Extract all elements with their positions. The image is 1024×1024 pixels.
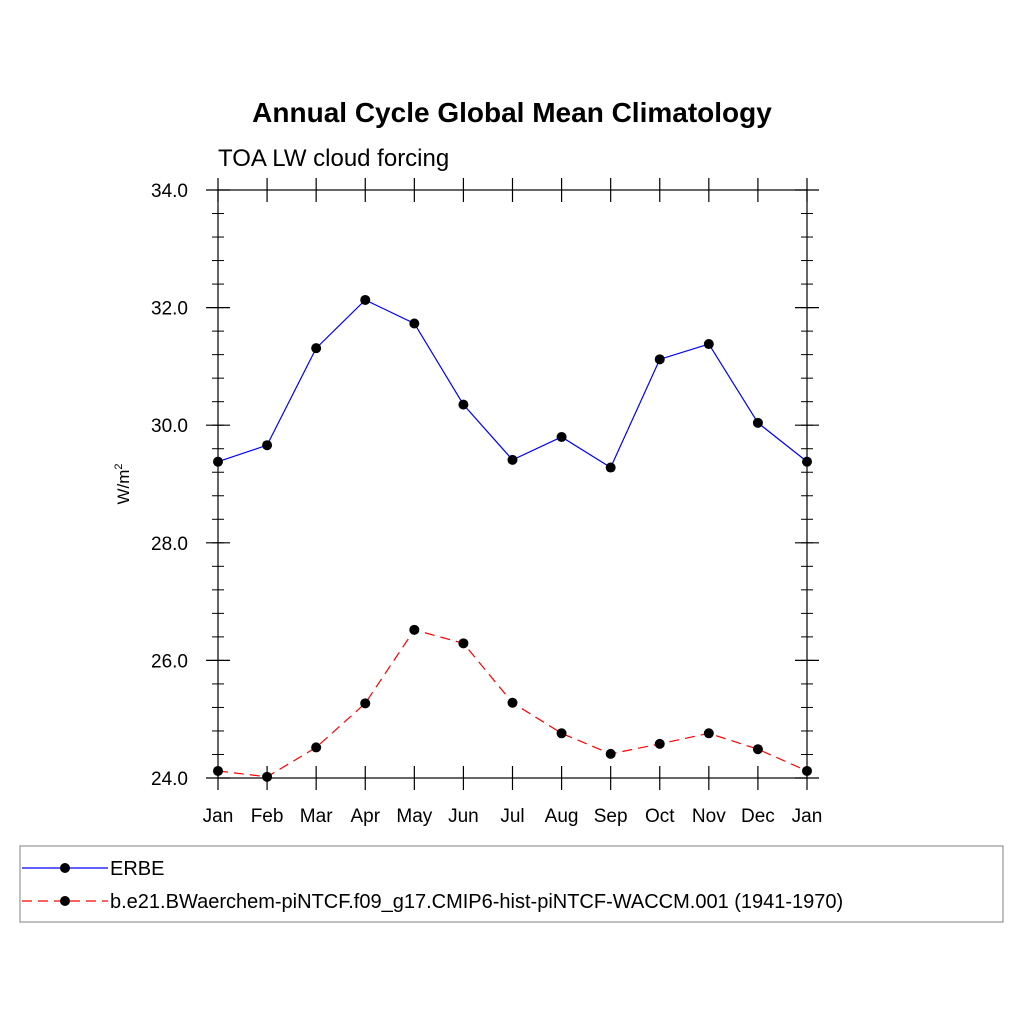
x-tick-label: Jul [500, 806, 524, 827]
y-tick-label: 24.0 [151, 769, 188, 790]
legend-box [19, 845, 1004, 923]
y-axis-label-base: W/m [114, 470, 133, 505]
x-tick-label: Jan [792, 806, 823, 827]
plot-frame [217, 189, 808, 779]
y-tick-label: 34.0 [151, 181, 188, 202]
y-tick-label: 26.0 [151, 651, 188, 672]
series-1-point [605, 748, 616, 759]
legend-marker-1 [60, 896, 70, 906]
y-tick-labels: 24.0 26.0 28.0 30.0 32.0 34.0 [151, 181, 188, 790]
series-0-point [409, 318, 420, 329]
series-1-point [360, 698, 371, 709]
series-0-point [802, 456, 812, 467]
series-1-point [409, 624, 420, 635]
legend-label-0: ERBE [110, 858, 164, 880]
x-tick-label: Dec [741, 806, 775, 827]
x-tick-label: Oct [645, 806, 675, 827]
series-0-point [262, 440, 273, 451]
series-1-point [752, 744, 763, 755]
y-axis-label-superscript: 2 [113, 463, 125, 469]
series-1-point [213, 765, 223, 776]
y-axis-label: W/m2 [113, 463, 133, 504]
series-1-point [703, 728, 714, 739]
series-1-point [458, 638, 469, 649]
series-1-point [556, 728, 567, 739]
series-1-point [507, 697, 518, 708]
series-1-point [802, 765, 812, 776]
series-0-point [605, 462, 616, 473]
legend-marker-0 [60, 863, 70, 873]
x-tick-label: Jan [203, 806, 234, 827]
y-tick-label: 32.0 [151, 299, 188, 320]
legend: ERBE b.e21.BWaerchem-piNTCF.f09_g17.CMIP6… [22, 858, 843, 913]
x-tick-label: Feb [251, 806, 284, 827]
series-0-point [213, 456, 223, 467]
series-0-point [654, 354, 665, 365]
series-0-point [507, 454, 518, 465]
x-tick-label: Jun [448, 806, 479, 827]
series-0-point [556, 431, 567, 442]
series-0-point [311, 343, 322, 354]
x-tick-label: Aug [545, 806, 579, 827]
legend-label-1: b.e21.BWaerchem-piNTCF.f09_g17.CMIP6-his… [110, 891, 843, 913]
x-tick-label: Sep [594, 806, 628, 827]
x-tick-label: Mar [300, 806, 333, 827]
series-1-point [311, 742, 322, 753]
y-tick-label: 28.0 [151, 534, 188, 555]
chart-title: Annual Cycle Global Mean Climatology [252, 97, 772, 128]
series-markers [213, 294, 812, 782]
x-tick-label: Nov [692, 806, 726, 827]
series-1-point [262, 771, 273, 782]
x-tick-labels: Jan Feb Mar Apr May Jun Jul Aug Sep Oct Nov Dec Jan [203, 806, 823, 827]
series-1-point [654, 738, 665, 749]
series-0-point [703, 339, 714, 350]
chart-subtitle: TOA LW cloud forcing [218, 145, 449, 172]
series-line-0 [217, 299, 808, 469]
axis-ticks [206, 178, 819, 790]
series-0-point [752, 417, 763, 428]
x-tick-label: May [396, 806, 432, 827]
y-tick-label: 30.0 [151, 416, 188, 437]
series-0-point [458, 399, 469, 410]
x-tick-label: Apr [350, 806, 380, 827]
series-0-point [360, 294, 371, 305]
